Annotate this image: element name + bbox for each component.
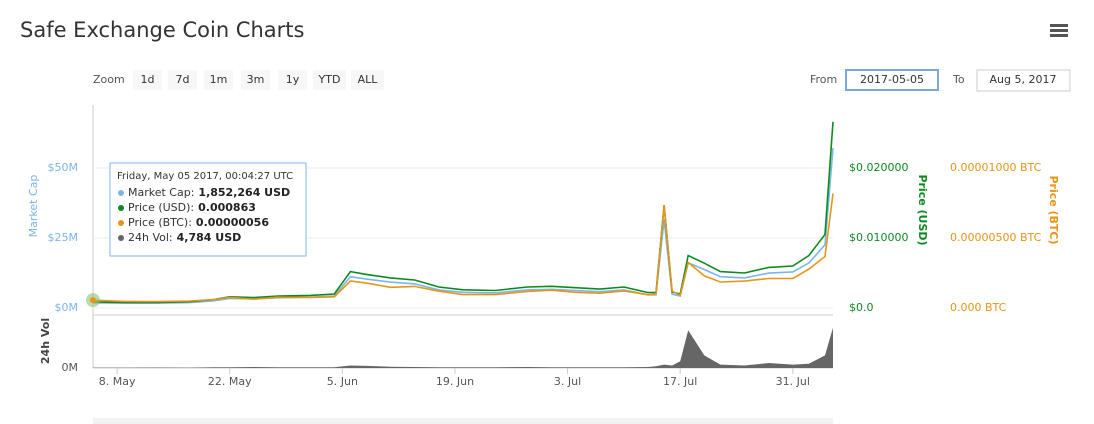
tooltip-bullet [118,220,124,226]
to-input[interactable] [976,69,1071,92]
menu-bar [1050,29,1068,32]
tooltip-label: Price (BTC): [128,216,192,229]
range-button[interactable] [278,70,307,90]
axis-title: Price (USD) [916,174,929,245]
tooltip-header: Friday, May 05 2017, 00:04:27 UTC [117,171,293,182]
volume-area [93,327,833,368]
tooltip: Friday, May 05 2017, 00:04:27 UTC Market … [109,162,307,257]
axis-title: Market Cap [27,175,40,238]
tooltip-box [109,162,307,257]
tooltip-bullet [118,205,124,211]
tooltip-row: Price (BTC): 0.00000056 [128,216,269,229]
x-tick-label: 5. Jun [327,375,358,388]
tooltip-bullet [118,190,124,196]
from-label: From [810,73,837,86]
range-button-label: 1m [210,73,228,86]
x-tick-label: 17. Jul [663,375,697,388]
range-button[interactable] [351,70,384,90]
from-value: 2017-05-05 [860,73,924,86]
tooltip-label: Price (USD): [128,201,194,214]
y-tick-label: $0.0 [849,301,874,314]
range-button[interactable] [313,70,346,90]
menu-bar [1050,24,1068,27]
y-tick-label: 0.00000500 BTC [950,231,1042,244]
range-buttons: 1d 7d 1m 3m 1y YTD ALL [133,70,384,90]
range-button[interactable] [241,70,270,90]
y-tick-label: 0.000 BTC [950,301,1007,314]
tooltip-value: 1,852,264 USD [198,186,290,199]
range-button[interactable] [204,70,233,90]
zoom-label: Zoom [93,73,125,86]
y-tick-label: $0M [55,301,79,314]
x-tick-label: 22. May [208,375,252,388]
x-tick-label: 31. Jul [776,375,810,388]
tooltip-value: 4,784 USD [177,231,242,244]
tooltip-row: 24h Vol: 4,784 USD [128,231,241,244]
price-line [92,121,834,304]
range-button[interactable] [168,70,197,90]
y-tick-label: 0M [62,361,79,374]
range-button-label: 3m [247,73,265,86]
tooltip-row: Market Cap: 1,852,264 USD [128,186,290,199]
to-label: To [952,73,965,86]
tooltip-bullet [118,235,124,241]
range-button-label: 7d [176,73,190,86]
tooltip-value: 0.00000056 [196,216,269,229]
x-tick-label: 3. Jul [554,375,581,388]
from-input[interactable] [845,69,939,91]
range-button-label: 1d [141,73,155,86]
range-button-label: YTD [318,73,341,86]
tooltip-row: Price (USD): 0.000863 [128,201,256,214]
y-tick-label: 0.00001000 BTC [950,161,1042,174]
tooltip-label: 24h Vol: [128,231,173,244]
price-line [92,193,834,303]
range-button[interactable] [133,70,162,90]
chart-title: Safe Exchange Coin Charts [20,18,304,42]
range-button-label: ALL [358,73,379,86]
tooltip-label: Market Cap: [128,186,194,199]
y-tick-label: $50M [48,161,79,174]
range-button-label: 1y [286,73,300,86]
to-value: Aug 5, 2017 [990,73,1057,86]
tooltip-value: 0.000863 [198,201,256,214]
y-tick-label: $25M [48,231,79,244]
menu-bar [1050,34,1068,37]
hover-point [90,297,96,304]
y-tick-label: $0.010000 [849,231,909,244]
axis-title: Price (BTC) [1047,175,1060,244]
menu-icon[interactable] [1050,24,1068,37]
x-tick-label: 8. May [99,375,136,388]
y-tick-label: $0.020000 [849,161,909,174]
axis-title: 24h Vol [39,318,52,364]
x-tick-label: 19. Jun [436,375,474,388]
navigator[interactable] [93,418,833,424]
